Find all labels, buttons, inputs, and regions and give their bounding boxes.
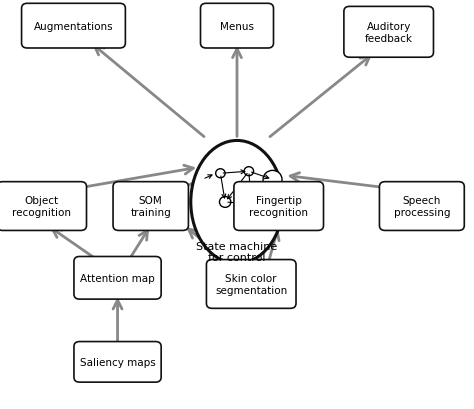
Text: SOM
training: SOM training (130, 196, 171, 218)
FancyBboxPatch shape (0, 182, 86, 231)
Text: Object
recognition: Object recognition (12, 196, 71, 218)
Text: Augmentations: Augmentations (34, 22, 113, 31)
Ellipse shape (191, 141, 283, 264)
FancyBboxPatch shape (344, 7, 433, 58)
Text: Auditory
feedback: Auditory feedback (365, 22, 413, 44)
Text: Menus: Menus (220, 22, 254, 31)
Ellipse shape (244, 167, 254, 176)
Text: Speech
processing: Speech processing (393, 196, 450, 218)
Ellipse shape (216, 169, 225, 178)
FancyBboxPatch shape (22, 4, 125, 49)
FancyBboxPatch shape (206, 260, 296, 308)
FancyBboxPatch shape (74, 257, 161, 299)
FancyBboxPatch shape (234, 182, 323, 231)
Text: Saliency maps: Saliency maps (80, 357, 155, 367)
Ellipse shape (263, 171, 282, 189)
FancyBboxPatch shape (201, 4, 273, 49)
Text: Skin color
segmentation: Skin color segmentation (215, 273, 287, 295)
FancyBboxPatch shape (74, 342, 161, 382)
Text: Fingertip
recognition: Fingertip recognition (249, 196, 308, 218)
Ellipse shape (246, 199, 257, 210)
Text: Attention map: Attention map (80, 273, 155, 283)
Ellipse shape (219, 197, 231, 208)
FancyBboxPatch shape (379, 182, 464, 231)
Text: State machine
for control: State machine for control (196, 241, 278, 263)
FancyBboxPatch shape (113, 182, 188, 231)
